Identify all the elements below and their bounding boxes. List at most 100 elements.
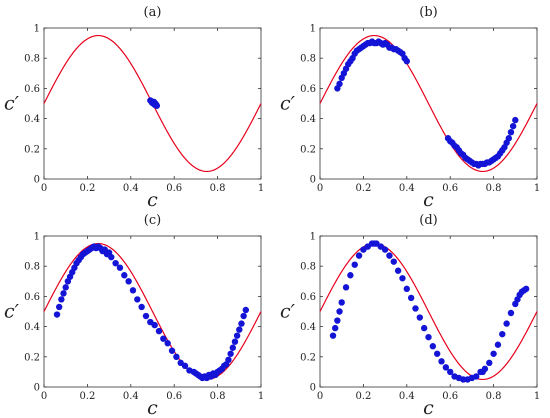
data-point xyxy=(490,350,497,357)
data-point xyxy=(240,312,247,320)
panel-2: 00 0.2 0.2 0.4 0.4 0.6 0.6 0.8 0.8 1 1 (b) c c′ xyxy=(280,5,540,211)
x-tick-label: 0.4 xyxy=(123,183,139,194)
data-point xyxy=(486,359,493,367)
data-point xyxy=(134,296,141,303)
y-tick-label: 0 xyxy=(34,175,40,186)
y-axis-label: c′ xyxy=(4,93,20,115)
data-point xyxy=(386,252,393,259)
y-tick-label: 0.8 xyxy=(300,262,316,273)
data-point xyxy=(62,284,69,291)
data-point xyxy=(420,324,428,332)
x-axis-label: c xyxy=(147,189,158,211)
data-point xyxy=(129,287,137,294)
data-point xyxy=(168,347,176,354)
y-tick-label: 1 xyxy=(310,24,316,35)
panel-title: (b) xyxy=(419,5,437,20)
y-tick-label: 0.4 xyxy=(300,114,316,125)
y-tick-label: 0 xyxy=(310,175,316,186)
data-point xyxy=(505,135,512,142)
x-axis-label: c xyxy=(423,397,434,418)
y-tick-label: 0.2 xyxy=(300,144,316,155)
data-point xyxy=(425,333,432,341)
x-tick-label: 0 xyxy=(317,183,323,194)
y-tick-label: 1 xyxy=(34,232,40,243)
y-axis-label: c′ xyxy=(280,301,296,323)
y-tick-label: 0.4 xyxy=(24,322,40,333)
sine-curve xyxy=(319,242,538,381)
data-point xyxy=(331,324,339,332)
data-point xyxy=(160,335,167,342)
data-point xyxy=(121,272,128,279)
data-point xyxy=(112,259,119,267)
x-tick-label: 0 xyxy=(317,391,323,402)
sine-curve xyxy=(319,34,538,173)
y-tick-label: 0.2 xyxy=(300,352,316,363)
data-point xyxy=(125,278,132,285)
panel-3: 00 0.2 0.2 0.4 0.4 0.6 0.6 0.8 0.8 1 1 (c) c c′ xyxy=(4,213,264,418)
data-point xyxy=(512,116,519,124)
data-point xyxy=(231,338,239,345)
y-tick-label: 0 xyxy=(310,383,316,394)
y-tick-label: 0.6 xyxy=(24,84,40,95)
data-point xyxy=(229,344,236,351)
y-tick-label: 0.8 xyxy=(24,262,40,273)
data-point xyxy=(433,350,441,357)
x-tick-label: 1 xyxy=(534,391,540,402)
y-tick-label: 0.6 xyxy=(24,292,40,303)
x-tick-label: 0.8 xyxy=(210,391,226,402)
x-axis-label: c xyxy=(147,397,158,418)
data-point xyxy=(329,332,337,339)
x-tick-label: 0.8 xyxy=(486,183,502,194)
data-point xyxy=(338,299,345,306)
y-axis-label: c′ xyxy=(280,93,296,115)
y-tick-label: 0.8 xyxy=(300,54,316,65)
x-tick-label: 1 xyxy=(258,183,264,194)
data-point xyxy=(442,364,450,371)
data-point xyxy=(503,320,510,327)
x-tick-label: 0.6 xyxy=(442,183,458,194)
data-point xyxy=(55,303,63,311)
y-tick-label: 0.4 xyxy=(24,114,40,125)
data-point xyxy=(390,258,397,265)
y-tick-label: 0.4 xyxy=(300,322,316,333)
x-tick-label: 0.2 xyxy=(355,391,371,402)
data-point xyxy=(151,321,158,329)
x-tick-label: 1 xyxy=(534,183,540,194)
x-tick-label: 0.4 xyxy=(399,183,415,194)
data-point xyxy=(336,80,343,88)
data-point xyxy=(225,356,232,364)
data-point xyxy=(116,264,124,271)
x-tick-label: 0.6 xyxy=(166,183,182,194)
data-point xyxy=(336,308,343,315)
data-point xyxy=(233,332,241,339)
y-tick-label: 0.8 xyxy=(24,54,40,65)
data-point xyxy=(399,275,406,282)
x-axis-label: c xyxy=(423,189,434,211)
data-point xyxy=(522,285,530,293)
x-tick-label: 1 xyxy=(258,391,264,402)
panel-1: 00 0.2 0.2 0.4 0.4 0.6 0.6 0.8 0.8 1 1 (a) c c′ xyxy=(4,5,264,211)
x-tick-label: 0.6 xyxy=(442,391,458,402)
y-axis-label: c′ xyxy=(4,301,20,323)
data-point xyxy=(53,311,61,318)
data-point xyxy=(499,330,506,338)
data-point xyxy=(507,309,515,317)
x-tick-label: 0.4 xyxy=(399,391,415,402)
y-tick-label: 0.6 xyxy=(300,84,316,95)
x-tick-label: 0.8 xyxy=(486,391,502,402)
x-tick-label: 0.2 xyxy=(79,391,95,402)
data-point xyxy=(238,320,245,327)
data-point xyxy=(155,327,163,335)
data-point xyxy=(347,272,354,279)
x-tick-label: 0.6 xyxy=(166,391,182,402)
panel-title: (c) xyxy=(144,213,161,228)
data-point xyxy=(394,267,402,274)
y-tick-label: 0 xyxy=(34,383,40,394)
data-point xyxy=(152,100,159,107)
data-point xyxy=(355,252,363,259)
data-point xyxy=(181,362,189,370)
y-tick-label: 0.2 xyxy=(24,144,40,155)
y-tick-label: 1 xyxy=(34,24,40,35)
data-point xyxy=(60,290,67,297)
